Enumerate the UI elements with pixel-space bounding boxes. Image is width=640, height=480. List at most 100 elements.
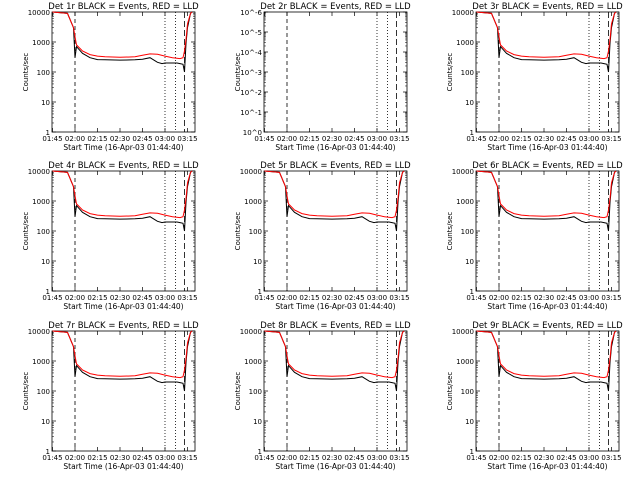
y-tick-label: 10^-5 (240, 29, 262, 37)
x-tick-label: 01:45 (254, 454, 274, 462)
chart-title: Det 9r BLACK = Events, RED = LLD (472, 321, 623, 331)
y-tick-label: 100 (461, 69, 474, 77)
x-tick-label: 02:30 (322, 294, 342, 302)
series-line-events (264, 170, 405, 232)
x-tick-label: 02:30 (322, 135, 342, 143)
x-tick-label: 03:15 (177, 294, 197, 302)
y-tick-label: 10000 (28, 328, 50, 336)
x-tick-label: 02:45 (344, 454, 364, 462)
y-axis-label: Counts/sec (22, 372, 30, 411)
x-tick-label: 02:45 (132, 135, 152, 143)
x-tick-label: 02:15 (299, 454, 319, 462)
y-tick-label: 10000 (28, 9, 50, 17)
x-tick-label: 02:15 (87, 135, 107, 143)
chart-title: Det 1r BLACK = Events, RED = LLD (48, 2, 199, 12)
chart-panel-1: Det 1r BLACK = Events, RED = LLD 1 10 100 10… (22, 2, 199, 152)
x-tick-label: 02:45 (556, 135, 576, 143)
chart-title: Det 5r BLACK = Events, RED = LLD (260, 161, 411, 171)
x-tick-label: 02:30 (534, 454, 554, 462)
y-tick-label: 10000 (452, 9, 474, 17)
y-tick-label: 10^-6 (240, 9, 262, 17)
x-tick-label: 03:15 (177, 454, 197, 462)
x-tick-label: 02:00 (65, 135, 85, 143)
x-tick-label: 02:30 (534, 294, 554, 302)
x-tick-label: 02:45 (344, 294, 364, 302)
x-axis-label: Start Time (16-Apr-03 01:44:40) (275, 462, 395, 471)
y-tick-label: 10000 (452, 328, 474, 336)
y-tick-label: 1 (258, 288, 262, 296)
chart-panel-5: Det 5r BLACK = Events, RED = LLD 1 10 100 10… (234, 161, 411, 311)
x-tick-label: 02:15 (87, 454, 107, 462)
series-line-events (52, 170, 193, 232)
y-axis-label: Counts/sec (446, 212, 454, 251)
x-tick-label: 02:15 (299, 135, 319, 143)
y-tick-label: 1000 (32, 198, 50, 206)
y-tick-label: 100 (37, 228, 50, 236)
x-tick-label: 02:00 (489, 135, 509, 143)
x-axis-label: Start Time (16-Apr-03 01:44:40) (63, 143, 183, 152)
x-tick-label: 02:15 (511, 454, 531, 462)
x-tick-label: 01:45 (254, 135, 274, 143)
x-tick-label: 02:00 (277, 454, 297, 462)
y-tick-label: 10000 (28, 168, 50, 176)
chart-title: Det 7r BLACK = Events, RED = LLD (48, 321, 199, 331)
y-tick-label: 10 (253, 258, 262, 266)
y-tick-label: 1000 (456, 358, 474, 366)
y-axis-label: Counts/sec (22, 53, 30, 92)
x-tick-label: 01:45 (466, 294, 486, 302)
y-axis-label: Counts/sec (234, 53, 242, 92)
y-tick-label: 1000 (32, 358, 50, 366)
y-tick-label: 1 (258, 448, 262, 456)
y-axis-label: Counts/sec (446, 372, 454, 411)
chart-title: Det 8r BLACK = Events, RED = LLD (260, 321, 411, 331)
x-tick-label: 03:15 (389, 454, 409, 462)
y-tick-label: 100 (249, 388, 262, 396)
y-tick-label: 1 (470, 448, 474, 456)
series-line-events (476, 11, 617, 73)
x-axis-label: Start Time (16-Apr-03 01:44:40) (487, 302, 607, 311)
x-tick-label: 02:30 (110, 135, 130, 143)
y-tick-label: 1000 (456, 198, 474, 206)
y-tick-label: 10^-4 (240, 49, 262, 57)
y-tick-label: 10 (465, 258, 474, 266)
chart-panel-3: Det 3r BLACK = Events, RED = LLD 1 10 100 10… (446, 2, 623, 152)
x-tick-label: 02:00 (489, 294, 509, 302)
x-tick-label: 03:15 (177, 135, 197, 143)
x-tick-label: 03:15 (601, 454, 621, 462)
y-tick-label: 1 (470, 288, 474, 296)
x-tick-label: 03:00 (579, 454, 599, 462)
x-axis-label: Start Time (16-Apr-03 01:44:40) (487, 462, 607, 471)
x-tick-label: 02:45 (132, 454, 152, 462)
x-tick-label: 02:30 (534, 135, 554, 143)
y-tick-label: 1 (46, 129, 50, 137)
y-tick-label: 1000 (456, 39, 474, 47)
y-tick-label: 10 (41, 418, 50, 426)
y-tick-label: 10000 (452, 168, 474, 176)
y-tick-label: 10^0 (243, 129, 262, 137)
x-tick-label: 01:45 (466, 454, 486, 462)
chart-title: Det 2r BLACK = Events, RED = LLD (260, 2, 411, 12)
y-tick-label: 1000 (32, 39, 50, 47)
x-axis-label: Start Time (16-Apr-03 01:44:40) (275, 143, 395, 152)
chart-panel-9: Det 9r BLACK = Events, RED = LLD 1 10 100 10… (446, 321, 623, 471)
y-tick-label: 1000 (244, 358, 262, 366)
y-tick-label: 10^-3 (240, 69, 262, 77)
x-tick-label: 02:45 (556, 454, 576, 462)
x-tick-label: 02:45 (344, 135, 364, 143)
series-line-lld (52, 330, 193, 379)
x-tick-label: 02:45 (556, 294, 576, 302)
x-axis-label: Start Time (16-Apr-03 01:44:40) (487, 143, 607, 152)
y-tick-label: 100 (37, 388, 50, 396)
x-tick-label: 02:30 (110, 294, 130, 302)
x-tick-label: 03:00 (155, 135, 175, 143)
x-tick-label: 03:00 (367, 454, 387, 462)
x-tick-label: 02:15 (511, 135, 531, 143)
series-line-events (52, 330, 193, 392)
chart-title: Det 6r BLACK = Events, RED = LLD (472, 161, 623, 171)
x-axis-label: Start Time (16-Apr-03 01:44:40) (275, 302, 395, 311)
y-tick-label: 10 (465, 418, 474, 426)
x-tick-label: 02:00 (65, 454, 85, 462)
y-tick-label: 10000 (240, 328, 262, 336)
y-tick-label: 100 (249, 228, 262, 236)
x-tick-label: 01:45 (42, 454, 62, 462)
